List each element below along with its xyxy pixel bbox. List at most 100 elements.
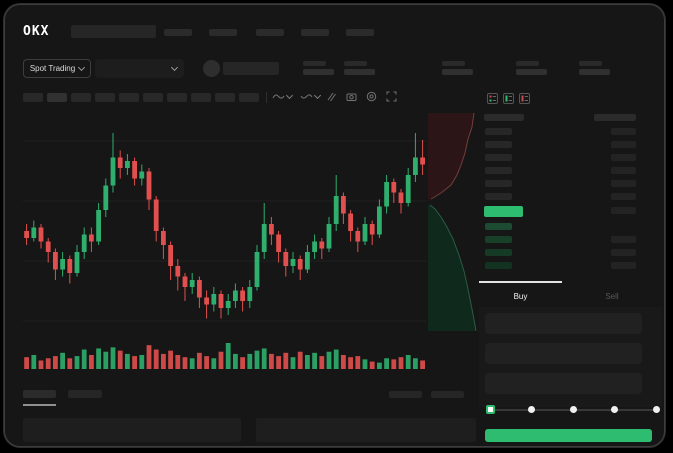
toolbar-divider xyxy=(266,92,267,103)
depth-chart[interactable] xyxy=(428,113,480,331)
candlestick-chart[interactable] xyxy=(23,113,426,335)
ask-amount-skeleton xyxy=(611,128,636,135)
camera-icon[interactable] xyxy=(346,91,357,102)
bottom-panel-card xyxy=(23,418,241,442)
stat-label-skeleton xyxy=(442,61,465,66)
pair-dropdown[interactable] xyxy=(95,59,184,78)
ask-amount-skeleton xyxy=(611,154,636,161)
stat-label-skeleton xyxy=(579,61,602,66)
bid-amount-skeleton xyxy=(611,236,636,243)
bottom-tab-skeleton[interactable] xyxy=(68,390,102,398)
timeframe-skeleton-button[interactable] xyxy=(95,93,115,102)
ask-price-skeleton xyxy=(485,193,512,200)
ask-row[interactable] xyxy=(479,153,662,164)
stat-value-skeleton xyxy=(516,69,547,75)
buy-tab-underline xyxy=(479,281,562,283)
bid-row[interactable] xyxy=(479,261,662,272)
ask-row[interactable] xyxy=(479,166,662,177)
chevron-down-icon xyxy=(170,63,179,72)
book-bids-icon[interactable] xyxy=(503,93,514,104)
timeframe-skeleton-button[interactable] xyxy=(191,93,211,102)
stat-value-skeleton xyxy=(303,69,334,75)
ask-amount-skeleton xyxy=(611,167,636,174)
bid-amount-skeleton xyxy=(611,262,636,269)
last-amount-skeleton xyxy=(611,207,636,214)
tab-sell[interactable]: Sell xyxy=(562,284,662,308)
stat-value-skeleton xyxy=(442,69,473,75)
slider-stop-dot[interactable] xyxy=(652,406,660,413)
ask-row[interactable] xyxy=(479,192,662,203)
draw-lines-icon[interactable] xyxy=(326,91,337,102)
fullscreen-icon[interactable] xyxy=(386,91,397,102)
bid-price-skeleton xyxy=(485,223,512,230)
ask-price-skeleton xyxy=(485,154,512,161)
bid-amount-skeleton xyxy=(611,249,636,256)
timeframe-skeleton-button[interactable] xyxy=(239,93,259,102)
tab-buy[interactable]: Buy xyxy=(479,284,562,308)
timeframe-skeleton-button[interactable] xyxy=(119,93,139,102)
bottom-tab-underline xyxy=(23,404,56,406)
ask-row[interactable] xyxy=(479,140,662,151)
ask-row[interactable] xyxy=(479,127,662,138)
amount-field-skeleton[interactable] xyxy=(485,343,642,364)
orderbook-header-skeleton xyxy=(484,114,524,121)
compare-wave-icon[interactable] xyxy=(300,91,322,101)
volume-chart xyxy=(23,341,426,369)
bid-price-skeleton xyxy=(485,249,512,256)
bottom-panel-card xyxy=(256,418,476,442)
nav-item-skeleton[interactable] xyxy=(346,29,374,36)
price-field-skeleton[interactable] xyxy=(485,313,642,334)
stat-label-skeleton xyxy=(303,61,326,66)
slider-stop-dot[interactable] xyxy=(569,406,577,413)
search-skeleton[interactable] xyxy=(71,25,156,38)
timeframe-skeleton-button[interactable] xyxy=(47,93,67,102)
slider-stop-dot[interactable] xyxy=(611,406,618,413)
book-combined-icon[interactable] xyxy=(487,93,498,104)
ask-price-skeleton xyxy=(485,128,512,135)
bid-price-skeleton xyxy=(485,262,512,269)
nav-item-skeleton[interactable] xyxy=(164,29,192,36)
ask-amount-skeleton xyxy=(611,193,636,200)
stat-value-skeleton xyxy=(344,69,375,75)
submit-buy-button[interactable] xyxy=(485,429,652,442)
timeframe-skeleton-button[interactable] xyxy=(23,93,43,102)
ask-price-skeleton xyxy=(485,180,512,187)
bottom-action-skeleton[interactable] xyxy=(389,391,422,398)
settings-gear-icon[interactable] xyxy=(366,91,377,102)
timeframe-skeleton-button[interactable] xyxy=(143,93,163,102)
timeframe-skeleton-button[interactable] xyxy=(71,93,91,102)
app-window: OKX Spot Trading xyxy=(4,4,665,447)
ask-amount-skeleton xyxy=(611,141,636,148)
bid-row[interactable] xyxy=(479,235,662,246)
ask-price-skeleton xyxy=(485,141,512,148)
tab-sell-label: Sell xyxy=(605,291,619,301)
stat-label-skeleton xyxy=(516,61,539,66)
timeframe-skeleton-button[interactable] xyxy=(167,93,187,102)
total-field-skeleton[interactable] xyxy=(485,373,642,394)
chevron-down-icon xyxy=(78,63,86,72)
avatar[interactable] xyxy=(203,60,220,77)
chevron-down-icon xyxy=(313,91,322,100)
bid-row[interactable] xyxy=(479,222,662,233)
timeframe-skeleton-button[interactable] xyxy=(215,93,235,102)
market-selector-button[interactable]: Spot Trading xyxy=(23,59,91,78)
slider-handle[interactable] xyxy=(485,405,495,414)
last-price-bar[interactable] xyxy=(484,206,523,217)
market-selector-label: Spot Trading xyxy=(29,64,76,73)
pair-name-skeleton xyxy=(223,62,279,75)
orderbook-header-skeleton xyxy=(594,114,636,121)
nav-item-skeleton[interactable] xyxy=(209,29,237,36)
slider-stop-dot[interactable] xyxy=(528,406,535,413)
ask-row[interactable] xyxy=(479,179,662,190)
bid-row[interactable] xyxy=(479,248,662,259)
bottom-tab-active-skeleton[interactable] xyxy=(23,390,56,398)
ask-amount-skeleton xyxy=(611,180,636,187)
tab-buy-label: Buy xyxy=(513,291,528,301)
okx-logo[interactable]: OKX xyxy=(23,24,50,39)
book-asks-icon[interactable] xyxy=(519,93,530,104)
ask-price-skeleton xyxy=(485,167,512,174)
indicator-wave-icon[interactable] xyxy=(272,91,294,101)
nav-item-skeleton[interactable] xyxy=(256,29,284,36)
nav-item-skeleton[interactable] xyxy=(301,29,329,36)
bottom-action-skeleton[interactable] xyxy=(431,391,464,398)
